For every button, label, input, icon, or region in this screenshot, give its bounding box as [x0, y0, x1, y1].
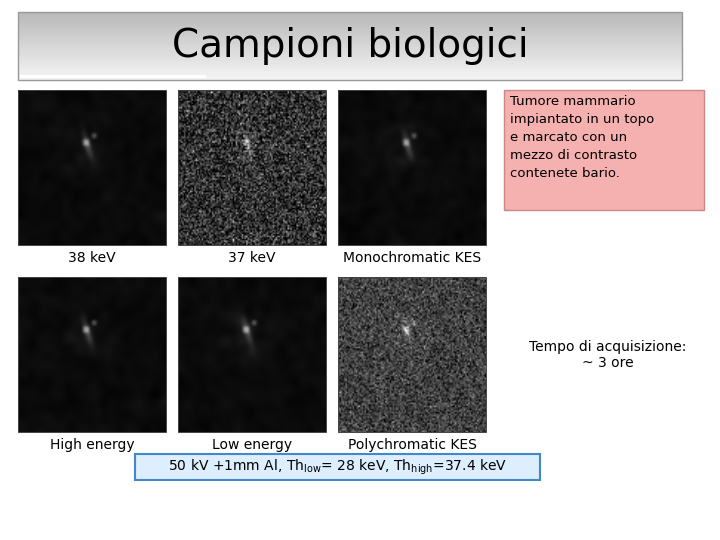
FancyBboxPatch shape: [504, 90, 704, 210]
Text: 37 keV: 37 keV: [228, 251, 276, 265]
Bar: [178, 90, 326, 245]
Text: 38 keV: 38 keV: [68, 251, 116, 265]
Text: High energy: High energy: [50, 438, 135, 452]
Bar: [338, 90, 486, 245]
Text: Low energy: Low energy: [212, 438, 292, 452]
Text: Polychromatic KES: Polychromatic KES: [348, 438, 477, 452]
Bar: [18, 90, 166, 245]
Bar: [338, 277, 486, 432]
Text: Monochromatic KES: Monochromatic KES: [343, 251, 481, 265]
Text: Tempo di acquisizione:
~ 3 ore: Tempo di acquisizione: ~ 3 ore: [529, 340, 687, 370]
Bar: [20, 75, 206, 78]
Bar: [178, 277, 326, 432]
Text: Campioni biologici: Campioni biologici: [171, 27, 528, 65]
FancyBboxPatch shape: [135, 454, 540, 480]
Text: 50 kV +1mm Al, Th$_\mathregular{low}$= 28 keV, Th$_\mathregular{high}$=37.4 keV: 50 kV +1mm Al, Th$_\mathregular{low}$= 2…: [168, 457, 507, 477]
Text: Tumore mammario
impiantato in un topo
e marcato con un
mezzo di contrasto
conten: Tumore mammario impiantato in un topo e …: [510, 95, 654, 180]
Bar: [18, 12, 682, 80]
Bar: [18, 277, 166, 432]
